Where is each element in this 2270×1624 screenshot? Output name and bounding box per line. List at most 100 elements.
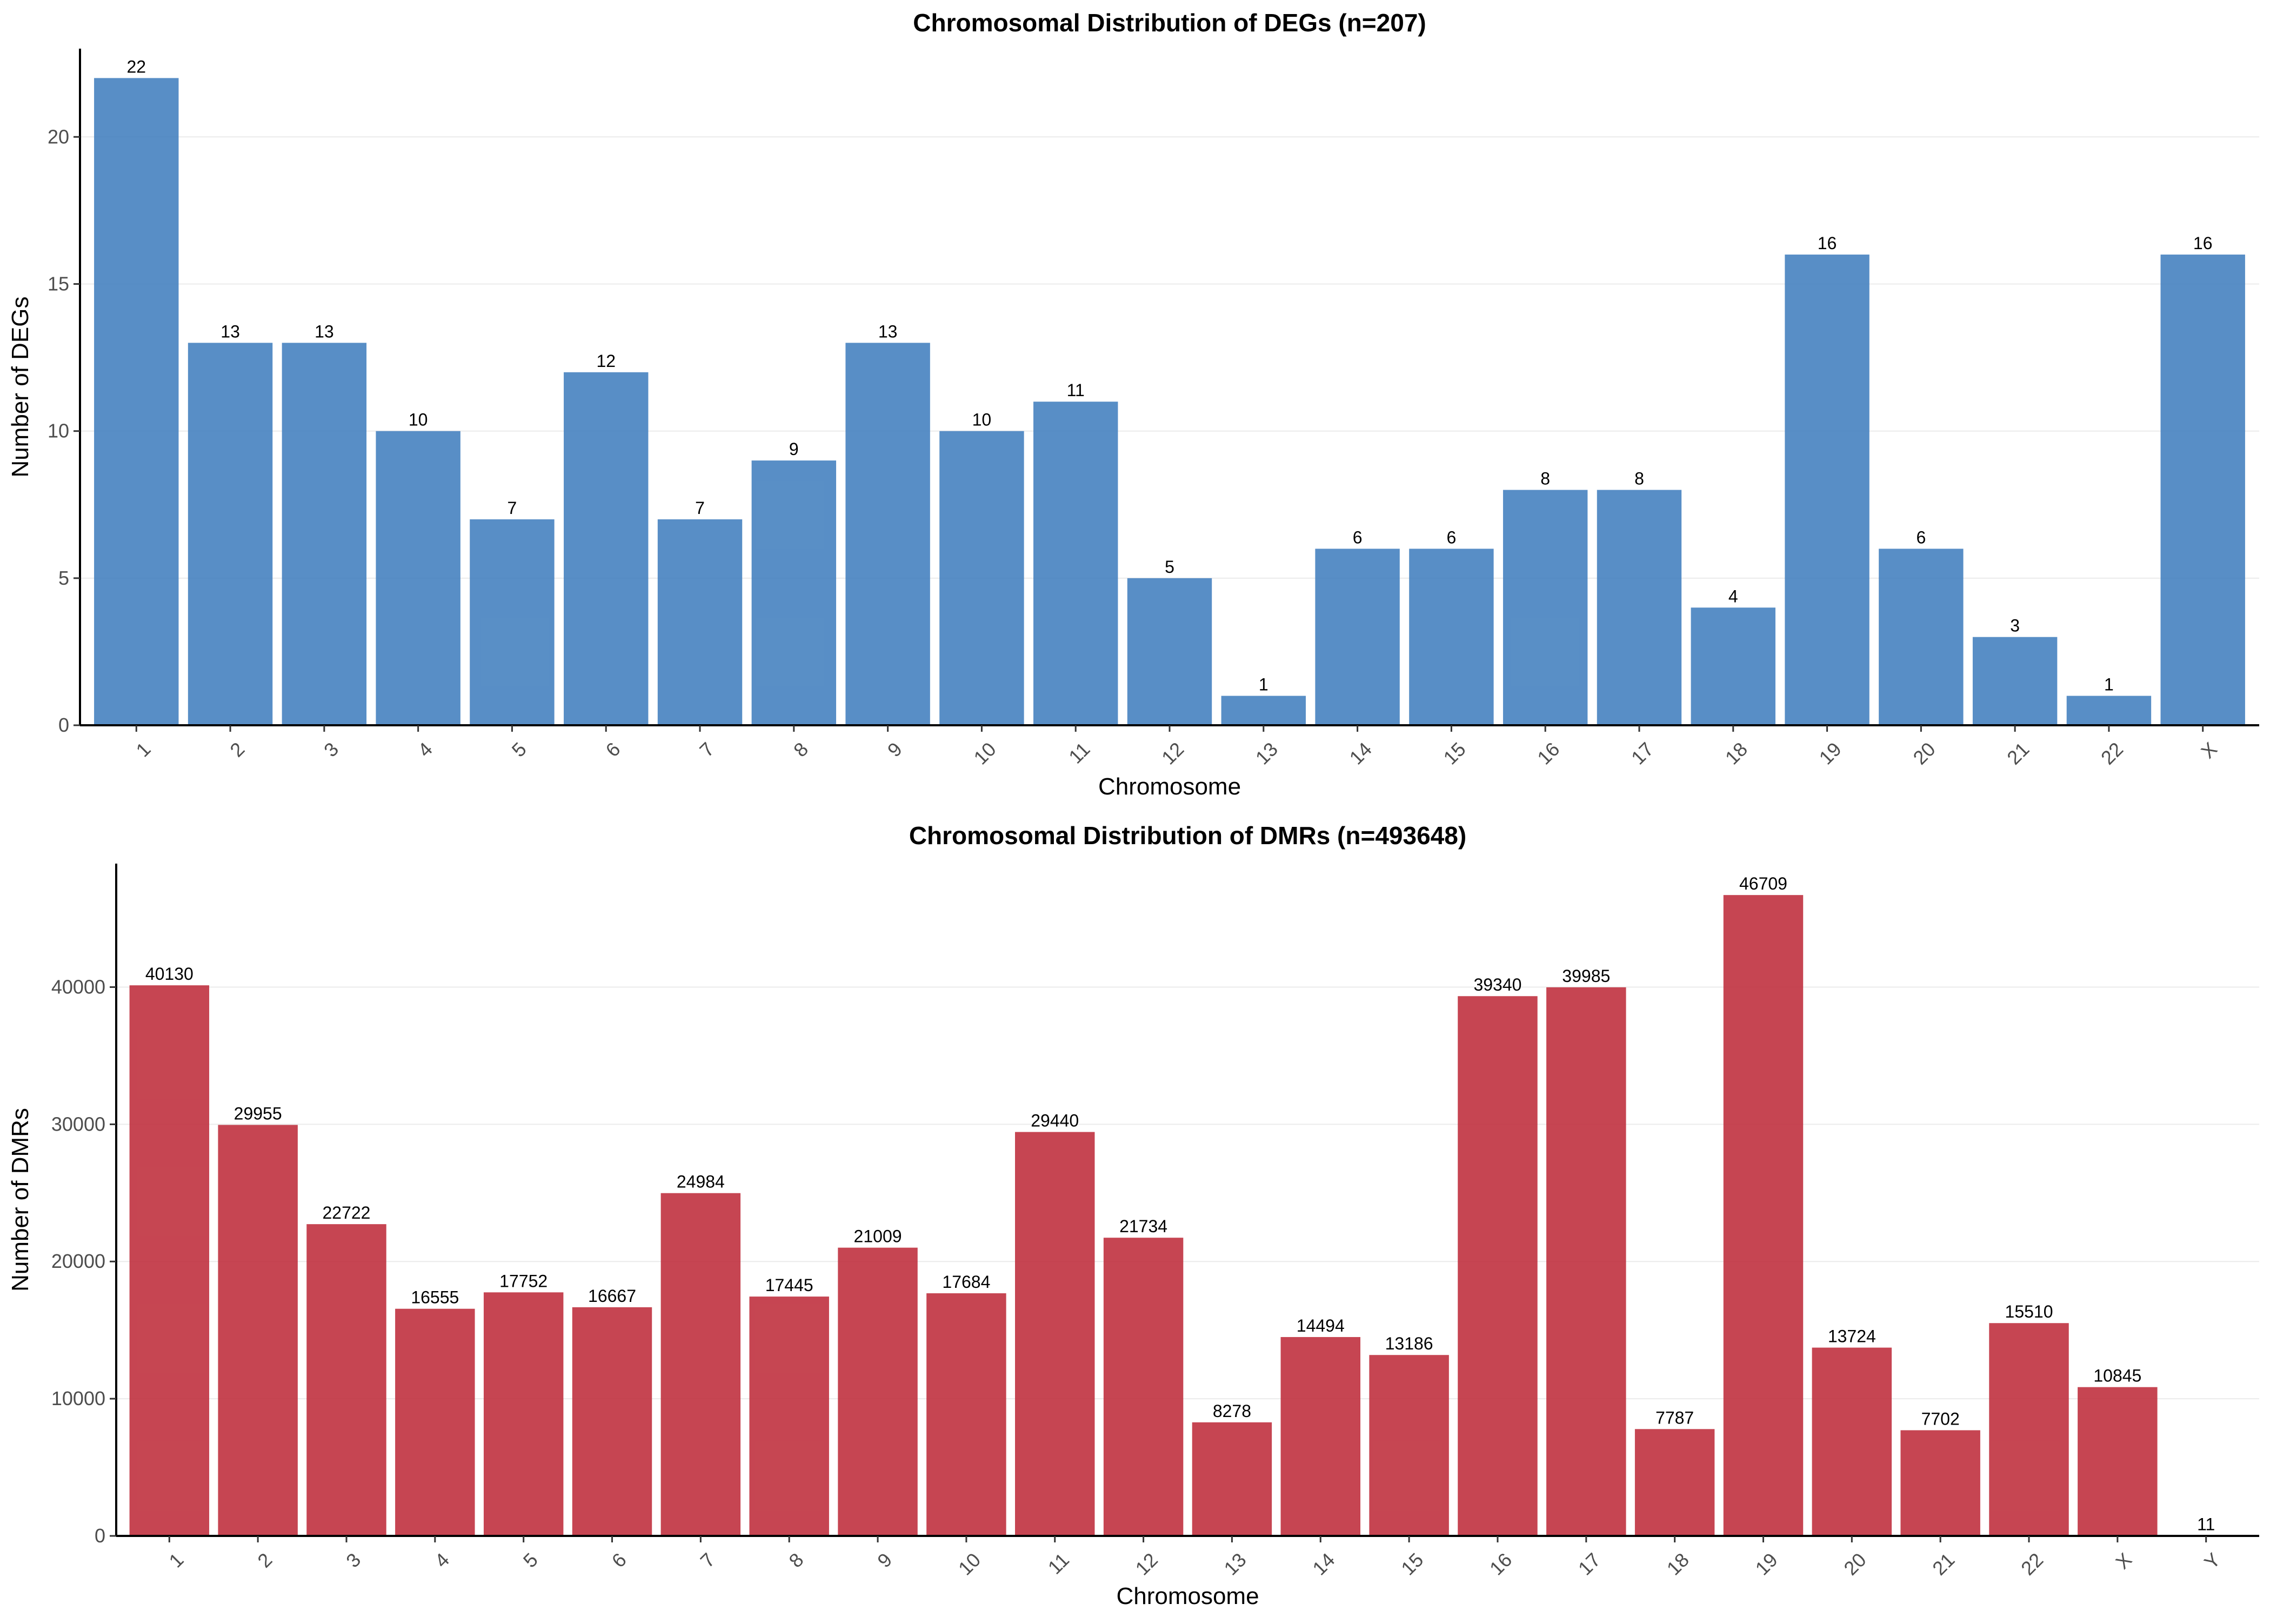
dmr-x-tick-label-18: 18: [1663, 1548, 1693, 1579]
dmr-bar-12: [1104, 1238, 1183, 1536]
deg-bar-label-10: 10: [972, 410, 992, 430]
deg-bars: [94, 78, 2245, 725]
dmr-x-tick-label-13: 13: [1219, 1548, 1250, 1579]
deg-bar-6: [564, 372, 648, 725]
dmr-bar-9: [838, 1248, 917, 1536]
dmr-x-tick-label-Y: Y: [2200, 1548, 2225, 1573]
dmr-bar-label-17: 39985: [1562, 966, 1610, 986]
deg-bar-7: [658, 519, 742, 725]
deg-bar-2: [188, 343, 272, 725]
dmr-y-axis-title: Number of DMRs: [7, 1108, 34, 1292]
deg-x-tick-label-4: 4: [413, 738, 437, 761]
dmr-chart-panel: Chromosomal Distribution of DMRs (n=4936…: [7, 821, 2259, 1609]
deg-bar-12: [1127, 578, 1212, 725]
dmr-bar-label-2: 29955: [234, 1104, 282, 1124]
deg-bar-20: [1879, 549, 1963, 725]
dmr-bar-11: [1015, 1132, 1094, 1536]
dmr-x-tick-label-6: 6: [607, 1548, 631, 1572]
deg-bar-label-1: 22: [126, 57, 146, 76]
dmr-bar-label-12: 21734: [1119, 1217, 1167, 1236]
dmr-y-tick-label: 20000: [51, 1250, 105, 1272]
deg-chart-panel: Chromosomal Distribution of DEGs (n=207)…: [7, 9, 2259, 800]
dmr-bar-20: [1812, 1348, 1892, 1536]
deg-x-tick-label-3: 3: [319, 738, 343, 761]
dmr-bar-X: [2078, 1387, 2157, 1536]
deg-bar-5: [470, 519, 554, 725]
dmr-x-tick-label-20: 20: [1839, 1548, 1870, 1579]
dmr-bar-14: [1281, 1337, 1360, 1536]
deg-bar-label-21: 3: [2010, 616, 2020, 636]
deg-x-tick-label-13: 13: [1251, 738, 1282, 768]
dmr-bar-label-13: 8278: [1213, 1401, 1251, 1421]
dmr-bar-5: [484, 1292, 563, 1536]
deg-bar-11: [1033, 402, 1118, 725]
dmr-x-tick-label-X: X: [2111, 1548, 2136, 1573]
dmr-y-tick-label: 10000: [51, 1387, 105, 1409]
deg-bar-19: [1785, 255, 1869, 725]
deg-bar-22: [2067, 696, 2151, 725]
deg-bar-label-22: 1: [2104, 675, 2114, 694]
dmr-y-tick-label: 30000: [51, 1113, 105, 1135]
deg-bar-label-11: 11: [1067, 380, 1085, 400]
deg-bar-label-3: 13: [315, 322, 334, 341]
dmr-y-tick-label: 40000: [51, 975, 105, 998]
deg-bar-18: [1691, 607, 1775, 725]
deg-y-tick-label: 20: [48, 125, 69, 148]
deg-bar-4: [376, 431, 460, 725]
dmr-bar-19: [1724, 895, 1803, 1536]
dmr-x-tick-label-15: 15: [1397, 1548, 1427, 1579]
dmr-x-tick-label-17: 17: [1574, 1548, 1605, 1579]
deg-bar-label-X: 16: [2193, 233, 2213, 253]
dmr-bar-label-20: 13724: [1828, 1327, 1876, 1346]
dmr-x-tick-label-11: 11: [1044, 1548, 1073, 1578]
dmr-bar-label-10: 17684: [942, 1272, 990, 1292]
deg-bar-21: [1973, 637, 2057, 725]
deg-bar-label-5: 7: [508, 498, 517, 518]
dmr-x-tick-label-8: 8: [784, 1548, 807, 1572]
deg-y-tick-label: 10: [48, 420, 69, 442]
deg-bar-X: [2161, 255, 2245, 725]
deg-bar-10: [939, 431, 1024, 725]
deg-bar-label-7: 7: [695, 498, 705, 518]
dmr-x-tick-label-2: 2: [253, 1548, 276, 1572]
dmr-bar-label-18: 7787: [1655, 1408, 1694, 1427]
dmr-x-tick-label-22: 22: [2017, 1548, 2047, 1579]
deg-x-axis-title: Chromosome: [1098, 773, 1241, 800]
deg-x-tick-label-21: 21: [2002, 738, 2033, 768]
dmr-bar-label-15: 13186: [1385, 1334, 1433, 1353]
deg-x-tick-label-16: 16: [1533, 738, 1564, 768]
deg-bar-label-16: 8: [1540, 469, 1550, 489]
deg-bar-label-20: 6: [1916, 527, 1926, 547]
dmr-bar-3: [306, 1224, 386, 1536]
deg-chart-title: Chromosomal Distribution of DEGs (n=207): [913, 9, 1426, 37]
deg-x-tick-label-1: 1: [131, 738, 155, 761]
dmr-x-tick-label-10: 10: [954, 1548, 985, 1579]
deg-x-tick-label-8: 8: [789, 738, 812, 761]
deg-bar-13: [1221, 696, 1306, 725]
deg-bar-8: [752, 460, 836, 725]
deg-bar-label-19: 16: [1818, 233, 1837, 253]
deg-bar-label-4: 10: [409, 410, 428, 430]
deg-x-tick-label-20: 20: [1908, 738, 1939, 768]
dmr-bar-4: [395, 1309, 475, 1536]
dmr-bar-22: [1989, 1323, 2068, 1536]
dmr-bar-15: [1369, 1355, 1448, 1536]
dmr-bar-label-7: 24984: [677, 1172, 725, 1192]
deg-bar-9: [845, 343, 930, 725]
deg-bar-label-8: 9: [789, 439, 799, 459]
dmr-x-tick-label-4: 4: [430, 1548, 453, 1572]
deg-y-axis-title: Number of DEGs: [7, 297, 34, 478]
deg-x-tick-label-22: 22: [2097, 738, 2127, 768]
dmr-bar-8: [749, 1296, 829, 1536]
dmr-x-tick-label-12: 12: [1131, 1548, 1162, 1579]
deg-x-tick-label-9: 9: [883, 738, 906, 761]
dmr-bar-label-3: 22722: [322, 1203, 370, 1222]
deg-x-tick-label-X: X: [2196, 738, 2221, 763]
deg-bar-17: [1597, 490, 1681, 725]
dmr-x-tick-label-19: 19: [1751, 1548, 1781, 1579]
